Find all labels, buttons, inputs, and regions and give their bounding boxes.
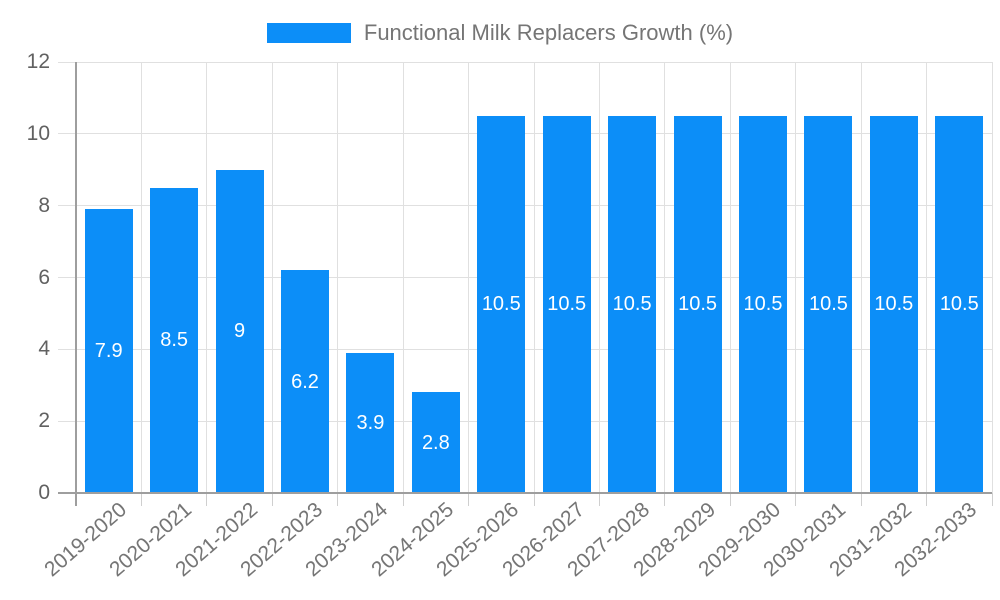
bar bbox=[673, 115, 722, 493]
bar-value-label: 10.5 bbox=[743, 293, 783, 316]
x-tick bbox=[337, 493, 339, 506]
bar-value-label: 10.5 bbox=[481, 293, 521, 316]
x-tick bbox=[468, 493, 470, 506]
gridline-v bbox=[337, 62, 339, 493]
x-tick bbox=[402, 493, 404, 506]
bar-value-label: 7.9 bbox=[94, 340, 123, 363]
y-tick-label: 10 bbox=[26, 121, 50, 145]
bar-value-label: 10.5 bbox=[808, 293, 848, 316]
y-tick-label: 12 bbox=[26, 50, 50, 73]
x-axis bbox=[58, 492, 992, 494]
bar-value-label: 8.5 bbox=[160, 329, 189, 352]
gridline-v bbox=[926, 62, 928, 493]
gridline-v bbox=[664, 62, 666, 493]
bar bbox=[150, 187, 199, 493]
y-tick-label: 8 bbox=[38, 193, 50, 217]
y-tick-label: 0 bbox=[38, 481, 50, 504]
gridline-v bbox=[206, 62, 208, 493]
bar-value-label: 9 bbox=[234, 320, 246, 343]
bar-value-label: 2.8 bbox=[421, 431, 450, 454]
bar-value-label: 3.9 bbox=[356, 411, 385, 434]
bar-value-label: 10.5 bbox=[547, 293, 587, 316]
bar bbox=[281, 270, 329, 493]
bar bbox=[542, 115, 591, 493]
gridline-v bbox=[402, 62, 404, 493]
x-tick bbox=[926, 493, 928, 506]
bar bbox=[739, 115, 787, 493]
gridline-v bbox=[468, 62, 470, 493]
bar-value-label: 10.5 bbox=[939, 293, 979, 316]
y-tick-label: 4 bbox=[38, 337, 50, 361]
bar-value-label: 10.5 bbox=[678, 293, 718, 316]
legend-swatch bbox=[266, 23, 351, 43]
x-tick bbox=[140, 493, 142, 506]
gridline-v bbox=[140, 62, 142, 493]
gridline-v bbox=[991, 62, 993, 493]
x-tick bbox=[206, 493, 208, 506]
gridline-v bbox=[795, 62, 797, 493]
x-tick bbox=[598, 493, 600, 506]
bar bbox=[804, 115, 853, 493]
bar-value-label: 6.2 bbox=[291, 370, 319, 393]
bar bbox=[935, 115, 984, 493]
y-tick-label: 2 bbox=[38, 409, 50, 433]
gridline-v bbox=[271, 62, 273, 493]
bar bbox=[477, 115, 526, 493]
bar bbox=[215, 169, 264, 493]
gridline-v bbox=[729, 62, 731, 493]
x-tick bbox=[271, 493, 273, 506]
bar bbox=[84, 209, 133, 493]
bar bbox=[869, 115, 918, 493]
x-tick bbox=[533, 493, 535, 506]
x-tick bbox=[795, 493, 797, 506]
bar bbox=[346, 352, 395, 493]
gridline-v bbox=[533, 62, 535, 493]
bar bbox=[608, 115, 657, 493]
x-tick bbox=[860, 493, 862, 506]
x-tick bbox=[729, 493, 731, 506]
bar-value-label: 10.5 bbox=[612, 293, 652, 316]
legend-label: Functional Milk Replacers Growth (%) bbox=[363, 20, 734, 45]
x-tick bbox=[991, 493, 993, 506]
bar bbox=[411, 392, 460, 493]
bar-value-label: 10.5 bbox=[874, 293, 914, 316]
legend[interactable]: Functional Milk Replacers Growth (%) bbox=[0, 20, 1000, 46]
y-tick-label: 6 bbox=[38, 265, 50, 289]
gridline-h bbox=[58, 61, 992, 63]
gridline-v bbox=[598, 62, 600, 493]
y-axis bbox=[75, 62, 77, 506]
gridline-v bbox=[860, 62, 862, 493]
x-tick bbox=[664, 493, 666, 506]
